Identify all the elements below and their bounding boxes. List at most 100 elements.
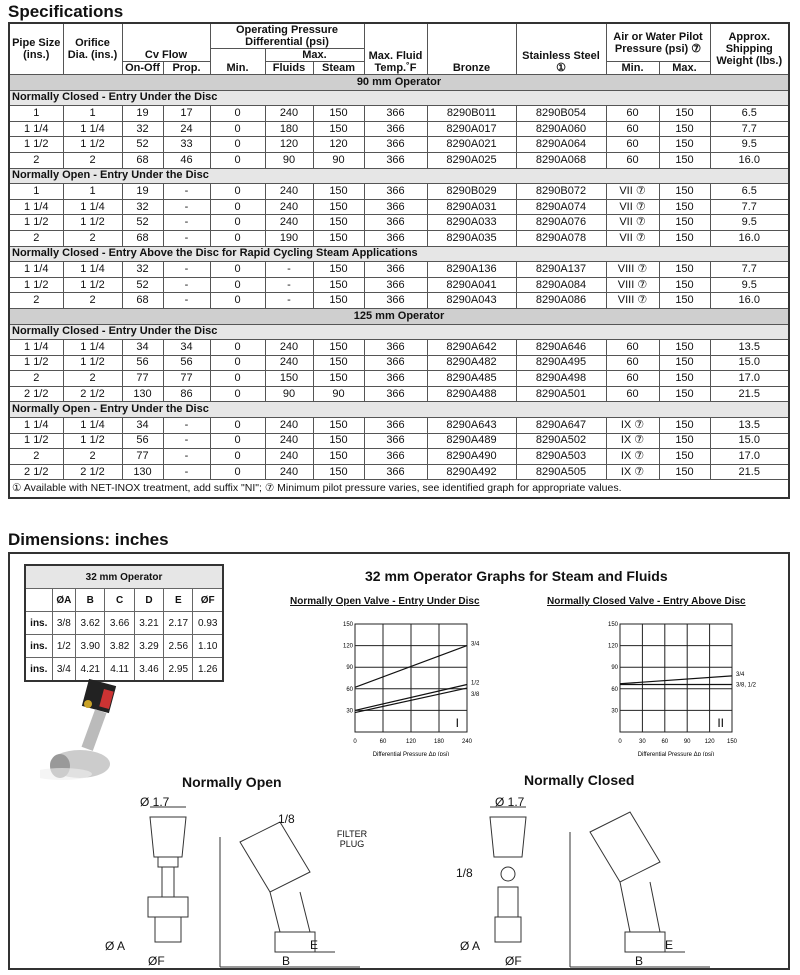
section-row: Normally Closed - Entry Under the Disc	[8, 323, 790, 341]
table-cell: 366	[363, 417, 428, 434]
header-operating-pressure: Operating Pressure Differential (psi)	[209, 22, 365, 49]
table-row: 2 2 68-0-150 366 8290A043 8290A086 VIII ⑦ 150 16…	[8, 292, 790, 309]
table-row: 2 2 77-0 240 150 366 8290A490 8290A503 IX ⑦ 150 17…	[8, 448, 790, 465]
table-cell: 366	[363, 432, 428, 450]
graph2-title: Normally Closed Valve - Entry Above Disc	[547, 596, 746, 607]
section-label: Normally Closed - Entry Under the Disc	[8, 89, 790, 107]
table-cell: 366	[363, 370, 428, 387]
table-cell: 150	[312, 229, 365, 247]
table-cell: 8290B054	[515, 105, 607, 122]
x-axis-label: Differential Pressure Δp (psi)	[373, 752, 450, 756]
table-cell: 60	[605, 120, 660, 138]
table-cell: 1	[8, 105, 64, 122]
header-cv-flow: Cv Flow	[121, 22, 211, 62]
x-tick-label: 120	[406, 739, 417, 745]
table-cell: 150	[312, 261, 365, 278]
table-cell: 2	[62, 151, 123, 169]
table-cell: 240	[264, 354, 314, 372]
header-steam: Steam	[312, 61, 365, 75]
table-cell: 366	[363, 214, 428, 231]
table-cell: 366	[363, 261, 428, 278]
table-row: 1 1/2 1 1/2 56 56 0 240 150 366 8290A482 8290A495…	[8, 354, 790, 372]
table-cell: 77	[162, 370, 211, 387]
table-cell: 1	[62, 105, 123, 122]
table-cell: 150	[658, 292, 711, 309]
table-row: 2 1/2 2 1/2 130-0 240 150 366 8290A492 8290A505…	[8, 463, 790, 481]
table-cell: 1 1/4	[62, 339, 123, 356]
table-cell: 1 1/4	[8, 261, 64, 278]
table-row: 1 1/4 1 1/4 32-0 240 150 366 8290A031 8290A074 V…	[8, 198, 790, 216]
table-cell: 6.5	[709, 183, 790, 200]
table-row: 2 1/2 2 1/2 130 86 0 90 90 366 8290A488 8290A501 6…	[8, 385, 790, 403]
dim-cell: ins.	[24, 611, 53, 635]
header-fluids: Fluids	[264, 61, 314, 75]
x-tick-label: 120	[705, 739, 716, 745]
table-cell: 150	[658, 354, 711, 372]
table-cell: 1 1/2	[8, 276, 64, 294]
table-cell: 150	[312, 463, 365, 481]
table-cell: 1 1/4	[62, 261, 123, 278]
table-cell: 366	[363, 105, 428, 122]
dim-col-header: ØF	[192, 588, 224, 612]
table-cell: 7.7	[709, 120, 790, 138]
nc-diameter-label: Ø 1.7	[495, 795, 525, 809]
table-cell: 56	[121, 354, 164, 372]
table-cell: 60	[605, 354, 660, 372]
table-cell: 240	[264, 198, 314, 216]
table-cell: 8290A017	[426, 120, 517, 138]
table-cell: 60	[605, 339, 660, 356]
no-port-label: 1/8	[278, 812, 295, 826]
x-tick-label: 0	[353, 739, 357, 745]
table-cell: -	[264, 276, 314, 294]
dim-row: ins. 3/4 4.21 4.11 3.46 2.95 1.26	[24, 657, 224, 682]
table-cell: 17.0	[709, 370, 790, 387]
table-cell: 366	[363, 292, 428, 309]
table-cell: 150	[658, 261, 711, 278]
table-cell: 1	[62, 183, 123, 200]
table-cell: 2 1/2	[8, 385, 64, 403]
table-cell: 1 1/2	[62, 432, 123, 450]
table-cell: 60	[605, 385, 660, 403]
table-cell: 19	[121, 105, 164, 122]
x-tick-label: 150	[727, 739, 738, 745]
operator-label: 90 mm Operator	[8, 74, 790, 91]
table-cell: 150	[264, 370, 314, 387]
y-tick-label: 150	[343, 622, 354, 628]
header-on-off: On-Off	[121, 61, 164, 75]
table-cell: 2 1/2	[8, 463, 64, 481]
table-cell: 150	[658, 214, 711, 231]
dim-col-header: ØA	[51, 588, 77, 612]
header-pipe-size: Pipe Size (ins.)	[8, 22, 64, 75]
table-cell: 60	[605, 370, 660, 387]
nc-port-label: 1/8	[456, 866, 473, 880]
table-cell: 366	[363, 151, 428, 169]
table-cell: 0	[209, 292, 266, 309]
table-cell: 8290A501	[515, 385, 607, 403]
table-cell: 180	[264, 120, 314, 138]
dim-cell: 3.62	[75, 611, 106, 635]
table-cell: 16.0	[709, 151, 790, 169]
table-cell: 2	[62, 292, 123, 309]
filter-plug-label: FILTER PLUG	[336, 829, 368, 849]
table-cell: 21.5	[709, 385, 790, 403]
table-cell: 8290A086	[515, 292, 607, 309]
x-tick-label: 90	[684, 739, 691, 745]
table-cell: 0	[209, 229, 266, 247]
table-cell: 366	[363, 229, 428, 247]
dimensions-title: Dimensions: inches	[8, 530, 169, 549]
table-cell: 90	[312, 151, 365, 169]
table-cell: 150	[658, 120, 711, 138]
header-pilot-max: Max.	[658, 61, 711, 75]
table-cell: 15.0	[709, 432, 790, 450]
y-tick-label: 90	[611, 665, 618, 671]
table-cell: 34	[162, 339, 211, 356]
normally-closed-label: Normally Closed	[524, 772, 635, 788]
table-cell: 240	[264, 105, 314, 122]
table-cell: -	[162, 214, 211, 231]
table-cell: 8290A505	[515, 463, 607, 481]
table-cell: 8290B029	[426, 183, 517, 200]
header-pilot-pressure: Air or Water Pilot Pressure (psi) ⑦	[605, 22, 711, 62]
table-cell: 90	[264, 385, 314, 403]
table-row: 2 2 68-0 190 150 366 8290A035 8290A078 VII ⑦ 150 1…	[8, 229, 790, 247]
table-cell: 130	[121, 385, 164, 403]
